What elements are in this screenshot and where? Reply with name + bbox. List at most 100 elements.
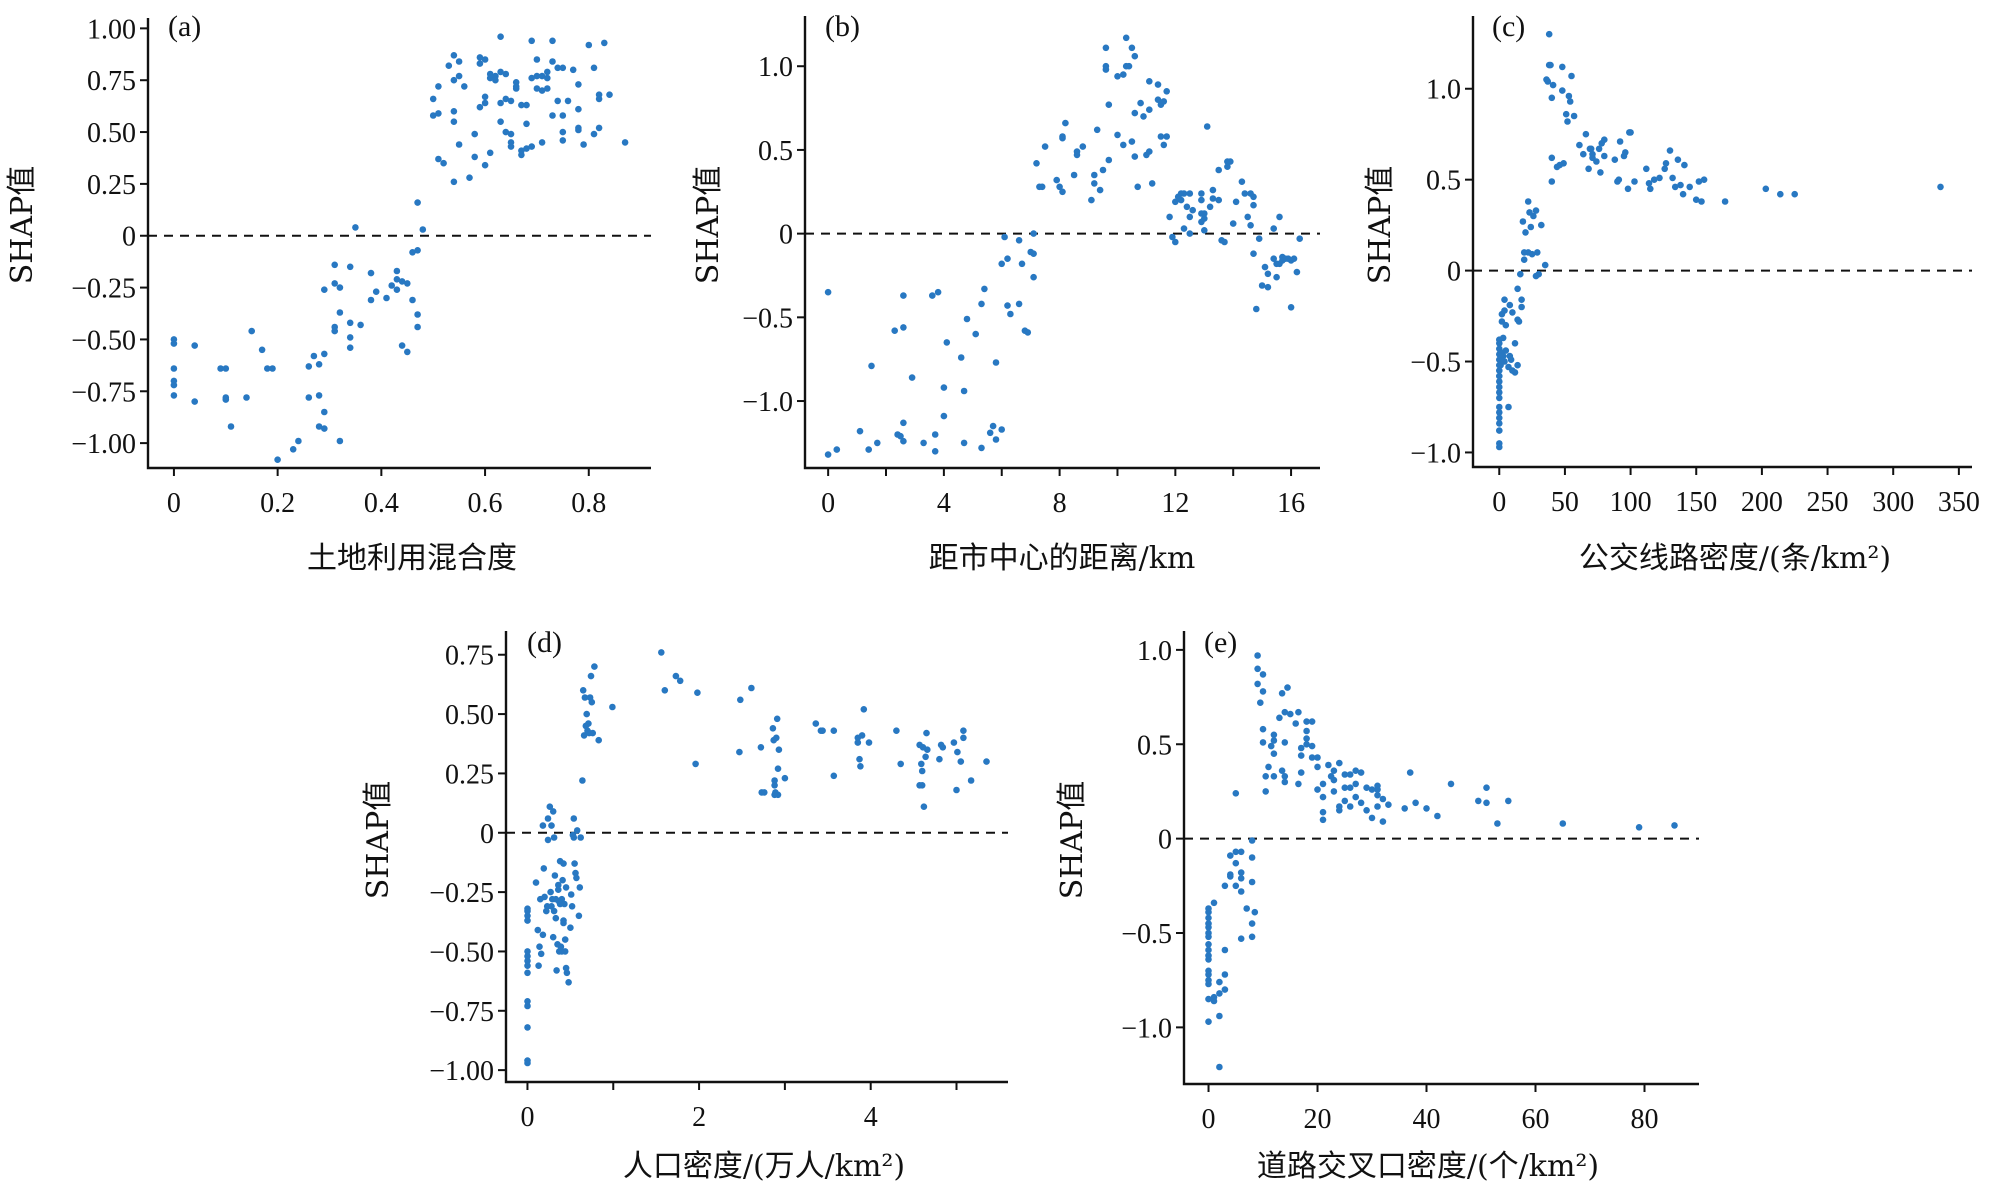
data-point bbox=[539, 822, 547, 829]
data-point bbox=[1146, 78, 1153, 85]
x-tick-label: 20 bbox=[1304, 1104, 1332, 1135]
data-point bbox=[1346, 784, 1354, 791]
data-point bbox=[554, 97, 561, 105]
data-point bbox=[908, 374, 916, 381]
data-point bbox=[771, 777, 778, 784]
data-point bbox=[1205, 941, 1212, 948]
data-point bbox=[585, 41, 593, 49]
data-point bbox=[1205, 914, 1212, 922]
panel-a: (a) 土地利用混合度 SHAP值 −1.00 −0.75 −0.50 −0.25 0 0… bbox=[5, 10, 651, 576]
data-point bbox=[576, 884, 584, 891]
data-point bbox=[507, 97, 515, 105]
data-point bbox=[1507, 356, 1515, 364]
data-point bbox=[865, 446, 872, 453]
data-point bbox=[1024, 329, 1032, 336]
y-tick-label: −0.75 bbox=[429, 997, 494, 1028]
data-point bbox=[539, 931, 547, 939]
data-point bbox=[1674, 156, 1682, 163]
data-point bbox=[1232, 790, 1240, 797]
data-point bbox=[1238, 178, 1246, 185]
data-point bbox=[191, 398, 198, 405]
data-point bbox=[549, 808, 557, 815]
data-point bbox=[315, 423, 323, 430]
data-point bbox=[1172, 198, 1179, 206]
panel-label: (a) bbox=[168, 10, 201, 43]
y-axis-title: SHAP值 bbox=[5, 166, 40, 285]
data-point bbox=[1547, 61, 1554, 69]
data-point bbox=[590, 64, 598, 72]
data-point bbox=[569, 66, 577, 74]
data-point bbox=[455, 72, 463, 80]
data-point bbox=[575, 81, 582, 88]
data-point bbox=[538, 139, 546, 146]
data-point bbox=[450, 178, 458, 186]
data-point bbox=[1131, 153, 1139, 160]
data-point bbox=[537, 950, 545, 958]
data-point bbox=[532, 879, 540, 886]
data-point bbox=[1177, 196, 1185, 204]
data-point bbox=[1257, 699, 1264, 706]
data-point bbox=[533, 85, 541, 92]
data-point bbox=[1148, 180, 1156, 187]
data-point bbox=[1303, 727, 1310, 735]
data-point bbox=[978, 300, 985, 308]
data-point bbox=[833, 446, 841, 453]
data-point bbox=[1615, 176, 1623, 183]
x-tick-label: 0 bbox=[821, 488, 835, 519]
data-point bbox=[1499, 334, 1507, 342]
data-point bbox=[1237, 935, 1245, 942]
data-point bbox=[1700, 176, 1708, 183]
data-point bbox=[1096, 186, 1104, 194]
x-tick-label: 300 bbox=[1872, 487, 1914, 518]
data-point bbox=[1330, 767, 1338, 774]
data-point bbox=[555, 881, 562, 889]
data-point bbox=[1303, 718, 1310, 725]
data-point bbox=[524, 998, 531, 1005]
data-point bbox=[1661, 165, 1668, 173]
data-point bbox=[1616, 138, 1624, 145]
data-point bbox=[1385, 801, 1392, 808]
y-tick-label: 0.5 bbox=[1426, 166, 1461, 197]
data-point bbox=[1671, 822, 1678, 829]
data-point bbox=[258, 346, 266, 354]
data-point bbox=[1336, 759, 1343, 767]
y-tick-label: 0.75 bbox=[445, 641, 494, 672]
data-point bbox=[1053, 176, 1060, 184]
x-tick-label: 0.2 bbox=[260, 488, 295, 519]
data-point bbox=[1105, 156, 1113, 164]
data-point bbox=[1114, 131, 1121, 139]
y-tick-label: 1.0 bbox=[1426, 75, 1461, 106]
y-axis-title: SHAP值 bbox=[691, 166, 726, 285]
data-point bbox=[1160, 98, 1168, 105]
y-tick-label: −1.00 bbox=[71, 429, 136, 460]
data-point bbox=[1284, 684, 1291, 691]
data-point bbox=[1270, 731, 1278, 739]
data-point bbox=[954, 748, 961, 756]
data-point bbox=[1059, 133, 1066, 140]
x-tick-label: 150 bbox=[1675, 487, 1717, 518]
data-point bbox=[936, 755, 943, 763]
data-point bbox=[346, 344, 354, 352]
data-point bbox=[1559, 820, 1567, 827]
data-point bbox=[429, 95, 437, 103]
data-point bbox=[1777, 190, 1784, 198]
data-point bbox=[466, 174, 473, 181]
data-point bbox=[346, 334, 354, 341]
data-point bbox=[998, 426, 1005, 433]
data-point bbox=[1535, 270, 1542, 278]
data-point bbox=[900, 437, 907, 445]
data-point bbox=[1666, 147, 1674, 154]
data-point bbox=[528, 74, 535, 82]
data-point bbox=[372, 288, 380, 296]
data-point bbox=[518, 147, 525, 154]
data-point bbox=[1509, 309, 1516, 316]
data-point bbox=[1122, 34, 1130, 42]
data-point bbox=[1237, 888, 1245, 895]
data-point bbox=[429, 112, 437, 119]
data-point bbox=[1357, 769, 1365, 776]
data-point bbox=[559, 876, 566, 884]
data-point bbox=[559, 112, 567, 119]
x-tick-label: 8 bbox=[1053, 488, 1067, 519]
data-point bbox=[1221, 971, 1229, 978]
data-point bbox=[1601, 136, 1608, 143]
